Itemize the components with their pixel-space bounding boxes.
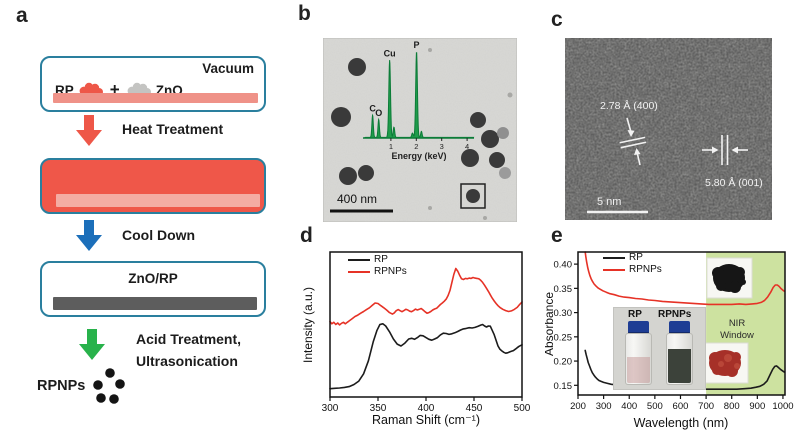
svg-text:500: 500 bbox=[514, 403, 531, 414]
svg-text:0.20: 0.20 bbox=[554, 357, 573, 368]
svg-text:600: 600 bbox=[673, 401, 689, 412]
raman-legend-label-rpnps: RPNPs bbox=[374, 266, 407, 277]
absorbance-y-axis-label: Absorbance bbox=[545, 292, 556, 356]
rp-zno-powder-bar bbox=[53, 93, 258, 103]
svg-text:0.40: 0.40 bbox=[554, 260, 573, 271]
raman-chart: 300 350 400 450 500 Raman Shift (cm⁻¹) Inten… bbox=[301, 251, 531, 427]
red-powder-photo-inset bbox=[702, 342, 749, 384]
raman-y-axis-label: Intensity (a.u.) bbox=[301, 287, 315, 363]
svg-text:200: 200 bbox=[570, 401, 586, 412]
plus-sign: + bbox=[109, 80, 120, 99]
down-arrow-red-icon bbox=[76, 115, 102, 146]
panel-b-label: b bbox=[298, 2, 311, 25]
absorbance-x-axis-label: Wavelength (nm) bbox=[634, 416, 729, 430]
raman-legend-label-rp: RP bbox=[374, 254, 388, 265]
rpnps-label: RPNPs bbox=[37, 378, 86, 394]
vial-rp bbox=[625, 321, 652, 385]
svg-text:1: 1 bbox=[389, 142, 393, 151]
raman-curves bbox=[329, 267, 523, 390]
selected-particle-box bbox=[460, 183, 486, 209]
absorbance-axes: 200 300 400 500 600 700 800 900 1000 0.15 0.20 0.25… bbox=[554, 251, 794, 412]
svg-text:O: O bbox=[375, 108, 382, 118]
raman-legend-line-rp bbox=[348, 258, 370, 261]
vacuum-label: Vacuum bbox=[202, 61, 254, 76]
tem-scalebar-label: 400 nm bbox=[337, 192, 377, 206]
heated-melt-box bbox=[40, 158, 266, 214]
zno-rp-box: ZnO/RP bbox=[40, 261, 266, 317]
ultrasonication-label: Ultrasonication bbox=[136, 353, 238, 369]
svg-text:P: P bbox=[414, 40, 420, 50]
lattice-fringe-marks-400 bbox=[619, 117, 647, 166]
absorbance-legend-line-rp bbox=[603, 256, 625, 259]
raman-legend: RP RPNPs bbox=[348, 254, 407, 277]
absorbance-legend: RP RPNPs bbox=[603, 252, 662, 275]
tem-image: 1 2 3 4 Energy (keV) C O Cu P 400 nm bbox=[323, 38, 517, 222]
vacuum-ampoule-box: Vacuum RP + ZnO bbox=[40, 56, 266, 112]
lattice-arrowheads-400 bbox=[627, 130, 641, 155]
nir-window-label-line2: Window bbox=[720, 330, 754, 341]
svg-text:1000: 1000 bbox=[772, 401, 793, 412]
svg-text:500: 500 bbox=[647, 401, 663, 412]
panel-d-label: d bbox=[300, 224, 313, 247]
lattice-spacing-001-label: 5.80 Å (001) bbox=[705, 176, 763, 189]
nir-window-label-line1: NIR bbox=[729, 318, 746, 329]
vial-rpnps bbox=[666, 321, 693, 385]
svg-text:4: 4 bbox=[465, 142, 469, 151]
cool-down-label: Cool Down bbox=[122, 227, 196, 243]
raman-x-axis-label: Raman Shift (cm⁻¹) bbox=[372, 413, 480, 427]
svg-text:400: 400 bbox=[621, 401, 637, 412]
melt-inner-bar bbox=[56, 194, 260, 207]
vial-rp-label: RP bbox=[628, 309, 642, 320]
down-arrow-green-icon bbox=[79, 329, 105, 360]
absorbance-legend-label-rpnps: RPNPs bbox=[629, 264, 662, 275]
lattice-arrowheads-001 bbox=[712, 146, 738, 154]
down-arrow-blue-icon bbox=[76, 220, 102, 251]
panel-c-label: c bbox=[551, 8, 563, 31]
svg-text:350: 350 bbox=[370, 403, 387, 414]
heat-treatment-label: Heat Treatment bbox=[122, 121, 224, 137]
eds-spectrum-inset: 1 2 3 4 Energy (keV) C O Cu P bbox=[363, 40, 475, 161]
svg-text:0.35: 0.35 bbox=[554, 284, 573, 295]
svg-text:0.15: 0.15 bbox=[554, 381, 573, 392]
vial-rpnps-label: RPNPs bbox=[658, 309, 692, 320]
svg-text:2: 2 bbox=[414, 142, 418, 151]
absorbance-legend-line-rpnps bbox=[603, 268, 625, 271]
svg-text:450: 450 bbox=[466, 403, 483, 414]
acid-treatment-label: Acid Treatment, bbox=[136, 331, 242, 347]
panel-e-label: e bbox=[551, 224, 563, 247]
absorbance-chart: NIR Window 200 300 400 500 600 700 800 900 1000 0… bbox=[545, 251, 794, 430]
svg-text:Cu: Cu bbox=[384, 49, 396, 59]
zno-rp-label: ZnO/RP bbox=[128, 271, 178, 286]
hrtem-scalebar-label: 5 nm bbox=[597, 196, 621, 208]
svg-text:800: 800 bbox=[724, 401, 740, 412]
raman-legend-line-rpnps bbox=[348, 270, 370, 273]
lattice-spacing-400-label: 2.78 Å (400) bbox=[600, 99, 658, 112]
rpnps-nanoparticle-dots-icon bbox=[93, 368, 125, 404]
svg-text:Energy (keV): Energy (keV) bbox=[391, 151, 446, 161]
zno-rp-product-bar bbox=[53, 297, 257, 310]
raman-axes: 300 350 400 450 500 bbox=[322, 251, 531, 414]
svg-text:900: 900 bbox=[749, 401, 765, 412]
svg-text:700: 700 bbox=[698, 401, 714, 412]
tem-nanoparticles bbox=[331, 48, 513, 220]
black-powder-photo-inset bbox=[706, 257, 753, 299]
panel-a-label: a bbox=[16, 4, 28, 27]
svg-text:3: 3 bbox=[440, 142, 444, 151]
absorbance-legend-label-rp: RP bbox=[629, 252, 643, 263]
vials-photo-inset: RP RPNPs bbox=[613, 307, 706, 390]
hrtem-image: 2.78 Å (400) 5.80 Å (001) 5 nm bbox=[565, 38, 772, 220]
svg-text:300: 300 bbox=[596, 401, 612, 412]
svg-text:0.25: 0.25 bbox=[554, 332, 573, 343]
svg-text:300: 300 bbox=[322, 403, 339, 414]
svg-text:C: C bbox=[369, 104, 376, 114]
svg-text:400: 400 bbox=[418, 403, 435, 414]
svg-text:0.30: 0.30 bbox=[554, 308, 573, 319]
